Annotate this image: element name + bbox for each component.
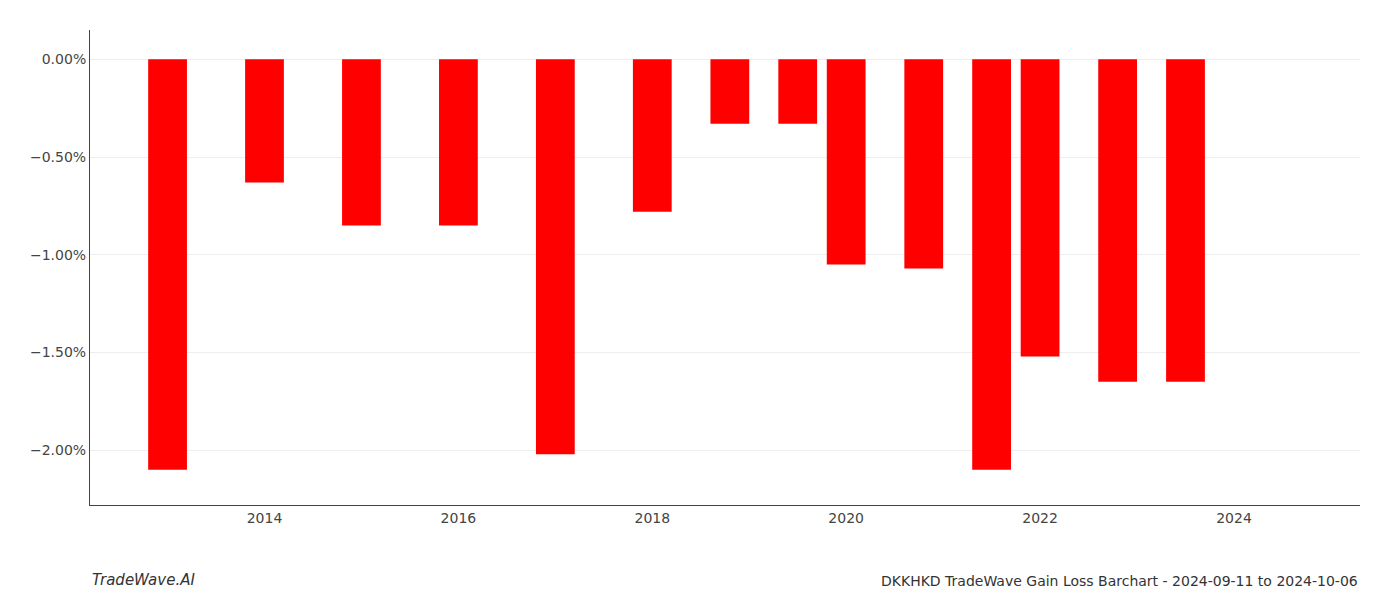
svg-text:−1.00%: −1.00% <box>30 247 86 263</box>
svg-text:TradeWave.AI: TradeWave.AI <box>92 571 195 589</box>
svg-text:−0.50%: −0.50% <box>30 149 86 165</box>
svg-text:−1.50%: −1.50% <box>30 344 86 360</box>
svg-text:2014: 2014 <box>247 510 283 526</box>
svg-text:−2.00%: −2.00% <box>30 442 86 458</box>
svg-text:2016: 2016 <box>441 510 477 526</box>
svg-text:2020: 2020 <box>828 510 864 526</box>
svg-text:2018: 2018 <box>634 510 670 526</box>
svg-text:2022: 2022 <box>1022 510 1058 526</box>
svg-text:2024: 2024 <box>1216 510 1252 526</box>
svg-text:0.00%: 0.00% <box>42 51 86 67</box>
svg-text:DKKHKD TradeWave Gain Loss Bar: DKKHKD TradeWave Gain Loss Barchart - 20… <box>881 573 1358 589</box>
